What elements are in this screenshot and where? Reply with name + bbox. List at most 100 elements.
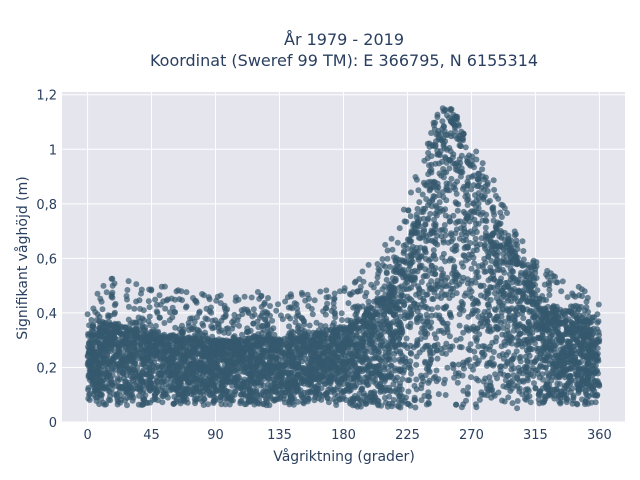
chart-title-line2: Koordinat (Sweref 99 TM): E 366795, N 61…	[150, 51, 538, 70]
data-point	[283, 376, 290, 383]
data-point	[413, 291, 420, 298]
data-point	[467, 363, 474, 370]
data-point	[508, 362, 515, 369]
data-point	[465, 313, 472, 320]
data-point	[263, 347, 270, 354]
data-point	[418, 279, 425, 285]
data-point	[124, 358, 131, 365]
data-point	[397, 404, 404, 411]
data-point	[468, 288, 475, 295]
data-point	[467, 341, 474, 348]
data-point	[483, 218, 490, 225]
data-point	[377, 380, 384, 387]
data-point	[483, 268, 489, 275]
data-point	[508, 334, 515, 341]
data-point	[490, 272, 497, 279]
data-point	[506, 315, 513, 322]
data-point	[361, 393, 368, 400]
data-point	[425, 282, 432, 289]
data-point	[589, 391, 596, 398]
data-point	[422, 358, 429, 365]
data-point	[386, 345, 392, 352]
data-point	[386, 308, 393, 314]
data-point	[401, 286, 408, 292]
data-point	[346, 349, 353, 356]
data-point	[413, 376, 420, 383]
data-point	[355, 324, 362, 331]
data-point	[449, 246, 456, 253]
data-point	[448, 175, 455, 182]
data-point	[126, 326, 133, 333]
data-point	[378, 373, 385, 380]
data-point	[489, 339, 496, 346]
data-point	[398, 386, 405, 393]
data-point	[503, 247, 510, 254]
data-point	[583, 391, 590, 398]
data-point	[307, 343, 314, 350]
data-point	[394, 389, 400, 396]
data-point	[430, 375, 437, 381]
data-point	[453, 226, 460, 233]
data-point	[443, 323, 450, 330]
data-point	[475, 300, 482, 307]
data-point	[542, 308, 549, 314]
data-point	[464, 280, 471, 287]
data-point	[423, 311, 430, 318]
data-point	[554, 364, 561, 371]
data-point	[447, 255, 454, 262]
data-point	[93, 398, 100, 404]
data-point	[466, 356, 473, 363]
data-point	[389, 403, 395, 410]
data-point	[551, 360, 558, 367]
data-point	[309, 336, 316, 343]
data-point	[493, 239, 500, 246]
data-point	[149, 396, 156, 403]
data-point	[411, 382, 418, 389]
data-point	[300, 399, 307, 406]
data-point	[405, 400, 412, 407]
data-point	[440, 140, 447, 147]
data-point	[326, 348, 333, 354]
data-point	[337, 345, 344, 352]
data-point	[577, 351, 584, 358]
data-point	[446, 309, 453, 316]
data-point	[126, 349, 133, 356]
data-point	[237, 400, 244, 407]
data-point	[436, 151, 443, 157]
data-point	[433, 367, 440, 374]
data-point	[442, 154, 449, 161]
data-point	[401, 363, 408, 370]
data-point	[133, 380, 140, 387]
data-point	[197, 359, 203, 366]
data-point	[226, 338, 233, 345]
data-point	[153, 346, 160, 353]
data-point	[442, 232, 449, 239]
data-point	[398, 298, 405, 305]
data-point	[97, 344, 104, 351]
data-point	[480, 353, 487, 360]
data-point	[418, 372, 425, 379]
data-point	[479, 264, 486, 271]
data-point	[508, 305, 515, 312]
data-point	[508, 366, 515, 373]
data-point	[436, 192, 443, 199]
data-point	[514, 398, 521, 404]
data-point	[402, 355, 409, 362]
data-point	[569, 351, 576, 358]
data-point	[549, 338, 556, 345]
data-point	[464, 202, 471, 208]
data-point	[382, 399, 389, 406]
data-point	[240, 388, 246, 394]
data-point	[418, 397, 425, 404]
data-point	[492, 260, 499, 267]
data-point	[439, 272, 446, 279]
data-point	[555, 331, 562, 338]
data-point	[392, 365, 399, 372]
data-point	[484, 295, 490, 302]
data-point	[347, 399, 354, 406]
data-point	[400, 369, 407, 376]
data-point	[540, 376, 546, 383]
data-point	[399, 376, 406, 382]
data-point	[446, 165, 453, 172]
data-point	[106, 369, 113, 376]
